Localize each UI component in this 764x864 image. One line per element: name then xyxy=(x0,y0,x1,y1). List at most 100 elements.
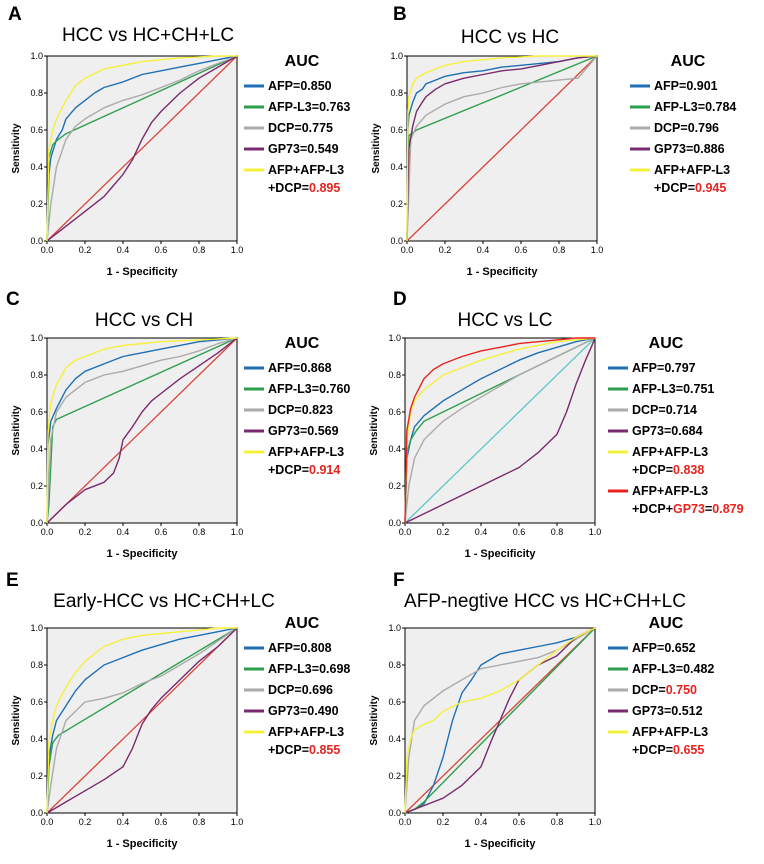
legend-label-eq: = xyxy=(664,424,671,438)
panel-d-curve-gp73 xyxy=(404,337,596,524)
legend-label: AFP=0.868 xyxy=(268,361,332,375)
legend-auc-value: 0.796 xyxy=(688,121,719,135)
legend-entry: AFP=0.850 xyxy=(244,79,332,93)
y-tick-label: 0.6 xyxy=(30,697,43,707)
panel-a-y-label: Sensitivity xyxy=(11,123,22,173)
legend-label-eq: = xyxy=(698,100,705,114)
x-tick-label: 0.2 xyxy=(439,245,452,255)
legend-auc-value: 0.886 xyxy=(693,142,724,156)
legend-label-name: DCP xyxy=(632,403,658,417)
panel-c-curve-afp-l3 xyxy=(46,337,238,524)
x-tick-label: 0.4 xyxy=(477,245,490,255)
legend-auc-value: 0.808 xyxy=(300,641,331,655)
panel-e-letter: E xyxy=(6,570,19,591)
legend-auc-value: 0.850 xyxy=(300,79,331,93)
legend-auc-value: 0.714 xyxy=(666,403,697,417)
panel-a-reference-line xyxy=(46,55,238,242)
x-tick-label: 0.2 xyxy=(437,527,450,537)
panel-e-title: Early-HCC vs HC+CH+LC xyxy=(53,591,275,612)
panel-d-curve-dcp xyxy=(404,337,596,524)
legend-label: AFP+AFP-L3 xyxy=(632,725,708,739)
legend-auc-value: 0.684 xyxy=(671,424,702,438)
legend-auc-value: 0.838 xyxy=(673,463,704,477)
legend-label-eq: = xyxy=(658,403,665,417)
legend-auc-value: 0.512 xyxy=(671,704,702,718)
legend-auc-value: 0.914 xyxy=(309,463,340,477)
legend-label: DCP=0.714 xyxy=(632,403,697,417)
legend-label-eq: = xyxy=(312,662,319,676)
legend-entry: AFP=0.868 xyxy=(244,361,332,375)
x-tick-label: 0.6 xyxy=(513,817,526,827)
legend-label-name: +DCP xyxy=(654,181,688,195)
legend-label: +DCP=0.895 xyxy=(268,181,340,195)
legend-entry: DCP=0.750 xyxy=(608,683,697,697)
panel-b-y-label: Sensitivity xyxy=(371,123,382,173)
panel-e-curve-afp-afp-l3-dcp xyxy=(46,627,237,814)
legend-label-name: DCP xyxy=(268,403,294,417)
legend-label: +DCP=0.655 xyxy=(632,743,704,757)
legend-auc-value: 0.760 xyxy=(319,382,350,396)
legend-auc-value: 0.569 xyxy=(307,424,338,438)
legend-label-eq: = xyxy=(302,181,309,195)
y-tick-label: 0.8 xyxy=(30,370,43,380)
legend-label-name: +DCP xyxy=(632,743,666,757)
legend-label-name: AFP xyxy=(632,641,657,655)
legend-auc-value: 0.490 xyxy=(307,704,338,718)
x-tick-label: 0.0 xyxy=(399,817,412,827)
legend-label-eq: = xyxy=(657,361,664,375)
panel-a-curve-dcp xyxy=(46,55,238,242)
legend-label-eq: = xyxy=(664,704,671,718)
panel-c-title: HCC vs CH xyxy=(95,310,193,331)
x-tick-label: 0.0 xyxy=(41,817,54,827)
panel-c-curve-afp-afp-l3-dcp xyxy=(46,337,238,524)
x-tick-label: 0.2 xyxy=(79,817,92,827)
panel-e-curve-gp73 xyxy=(46,627,238,814)
legend-label: AFP-L3=0.760 xyxy=(268,382,350,396)
legend-label: DCP=0.696 xyxy=(268,683,333,697)
legend-label-name: AFP+AFP-L3 xyxy=(632,484,708,498)
legend-label: AFP=0.797 xyxy=(632,361,696,375)
legend-label: AFP-L3=0.698 xyxy=(268,662,350,676)
legend-label-name: AFP-L3 xyxy=(268,382,312,396)
legend-entry: GP73=0.886 xyxy=(630,142,725,156)
legend-title: AUC xyxy=(671,53,706,70)
y-tick-label: 0.4 xyxy=(30,734,43,744)
legend-entry: AFP+AFP-L3 +DCP=0.945 xyxy=(630,163,730,195)
legend-entry: AFP=0.797 xyxy=(608,361,696,375)
legend-entry: AFP-L3=0.763 xyxy=(244,100,350,114)
legend-label-name: GP73 xyxy=(268,142,300,156)
legend-label-name: DCP xyxy=(654,121,680,135)
legend-label: AFP-L3=0.763 xyxy=(268,100,350,114)
panel-b-curve-gp73 xyxy=(406,55,598,242)
x-tick-label: 0.6 xyxy=(515,245,528,255)
legend-label-eq: = xyxy=(302,743,309,757)
x-tick-label: 1.0 xyxy=(589,817,602,827)
y-tick-label: 0.0 xyxy=(30,236,43,246)
legend-label-eq: = xyxy=(312,382,319,396)
y-tick-label: 1.0 xyxy=(388,623,401,633)
legend-auc-value: 0.868 xyxy=(300,361,331,375)
x-tick-label: 0.8 xyxy=(193,527,206,537)
legend-label-name-suffix: GP73 xyxy=(673,502,705,516)
panel-a-legend: AUCAFP=0.850AFP-L3=0.763DCP=0.775GP73=0.… xyxy=(244,53,350,195)
panel-d-curve-afp-afp-l3-dcp xyxy=(404,337,595,524)
panel-f-curve-gp73 xyxy=(404,627,596,814)
legend-label: AFP+AFP-L3 xyxy=(268,163,344,177)
legend-label: AFP-L3=0.482 xyxy=(632,662,714,676)
legend-auc-value: 0.901 xyxy=(686,79,717,93)
y-tick-label: 0.0 xyxy=(30,518,43,528)
y-tick-label: 0.4 xyxy=(390,162,403,172)
legend-entry: AFP-L3=0.784 xyxy=(630,100,736,114)
panel-e-x-axis: 0.0 0.2 0.4 0.6 0.8 1.0 xyxy=(41,813,243,827)
panel-f-letter: F xyxy=(393,570,405,591)
y-tick-label: 0.6 xyxy=(30,125,43,135)
y-tick-label: 0.2 xyxy=(30,771,43,781)
y-tick-label: 0.2 xyxy=(30,481,43,491)
panel-c-reference-line xyxy=(46,337,238,524)
panel-e-curve-dcp xyxy=(46,627,238,814)
x-tick-label: 0.4 xyxy=(475,817,488,827)
legend-entry: DCP=0.775 xyxy=(244,121,333,135)
legend-entry: GP73=0.512 xyxy=(608,704,703,718)
panel-e-legend: AUCAFP=0.808AFP-L3=0.698DCP=0.696GP73=0.… xyxy=(244,615,350,757)
panel-b-legend: AUCAFP=0.901AFP-L3=0.784DCP=0.796GP73=0.… xyxy=(630,53,736,195)
